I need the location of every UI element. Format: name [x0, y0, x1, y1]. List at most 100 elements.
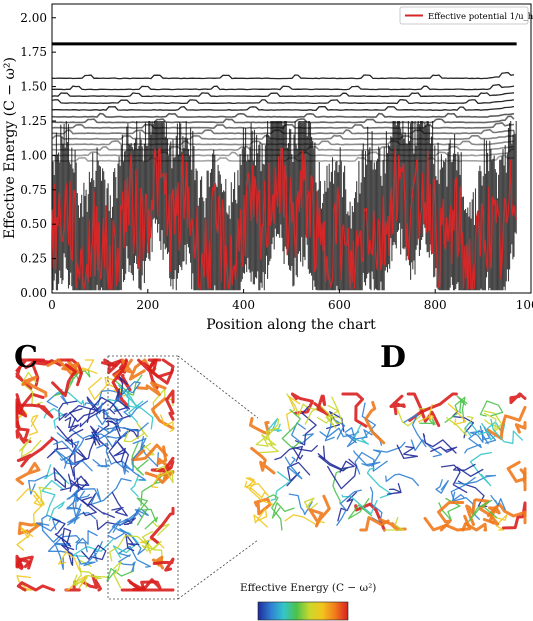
backbone-segment: [437, 500, 465, 532]
backbone-segment: [165, 389, 175, 421]
backbone-segment: [354, 451, 388, 475]
backbone-segment: [82, 574, 102, 592]
backbone-segment: [291, 422, 315, 444]
backbone-segment: [108, 376, 128, 415]
backbone-segment: [469, 451, 493, 487]
panel-c-structure: [15, 358, 175, 592]
x-tick-label: 200: [136, 298, 159, 312]
backbone-segment: [249, 417, 271, 436]
x-tick-label: 0: [48, 298, 56, 312]
band-line: [51, 83, 515, 91]
backbone-segment: [53, 467, 67, 489]
red-series-line: [51, 147, 518, 290]
backbone-segment: [16, 575, 33, 591]
backbone-segment: [378, 518, 407, 532]
backbone-segment: [72, 490, 86, 518]
backbone-segment: [465, 499, 477, 526]
backbone-segment: [267, 494, 283, 531]
zoom-indicator: [107, 355, 259, 600]
backbone-segment: [341, 494, 378, 515]
backbone-segment: [131, 578, 162, 592]
backbone-segment: [54, 448, 77, 466]
backbone-segment: [501, 501, 527, 530]
backbone-segment: [56, 358, 83, 387]
backbone-segment: [96, 442, 129, 473]
backbone-segment: [28, 474, 48, 495]
backbone-segment: [118, 545, 151, 568]
backbone-segment: [77, 359, 98, 374]
backbone-segment: [447, 403, 467, 426]
backbone-segment: [86, 493, 115, 519]
backbone-segment: [56, 388, 85, 407]
backbone-segment: [113, 381, 141, 404]
backbone-segment: [267, 418, 282, 433]
backbone-segment: [308, 494, 331, 528]
backbone-segment: [454, 474, 497, 485]
backbone-segment: [284, 514, 325, 526]
x-tick-label: 800: [424, 298, 447, 312]
backbone-segment: [336, 489, 362, 526]
backbone-segment: [288, 493, 313, 516]
backbone-segment: [386, 483, 402, 495]
backbone-segment: [43, 407, 64, 429]
backbone-segment: [125, 390, 144, 423]
backbone-segment: [274, 445, 303, 462]
backbone-segment: [72, 574, 102, 587]
band-line: [51, 92, 515, 98]
backbone-segment: [81, 544, 107, 561]
backbone-segment: [383, 516, 404, 531]
backbone-segment: [385, 473, 420, 487]
backbone-segment: [435, 479, 449, 494]
backbone-segment: [106, 430, 129, 440]
backbone-segment: [490, 514, 508, 531]
backbone-segment: [118, 554, 136, 572]
backbone-segment: [290, 392, 314, 415]
backbone-segment: [353, 424, 371, 445]
backbone-segment: [106, 378, 126, 397]
backbone-segment: [141, 540, 162, 553]
x-tick-label: 1000: [516, 298, 533, 312]
backbone-segment: [131, 441, 149, 476]
backbone-segment: [92, 435, 110, 450]
backbone-segment: [271, 502, 295, 519]
energy-plot: 0.00 0.25 0.50 0.75 1.00 1.25 1.50 1.75 2.00 0 20…: [2, 3, 533, 333]
backbone-segment: [111, 359, 130, 408]
backbone-segment: [444, 396, 466, 423]
colorbar: [257, 601, 349, 621]
backbone-segment: [244, 481, 269, 499]
x-tick-label: 600: [328, 298, 351, 312]
y-axis-label: Effective Energy (C − ω²): [2, 57, 18, 239]
backbone-segment: [366, 467, 393, 499]
backbone-segment: [64, 396, 123, 419]
zoom-connector-bottom: [177, 539, 259, 600]
band-line: [51, 105, 515, 111]
backbone-segment: [522, 467, 527, 492]
backbone-segment: [344, 427, 357, 448]
backbone-segment: [325, 404, 340, 429]
backbone-segment: [479, 400, 504, 417]
backbone-segment: [347, 498, 373, 520]
backbone-segment: [286, 395, 301, 432]
backbone-segment: [74, 567, 87, 588]
backbone-segment: [16, 581, 56, 592]
backbone-segment: [464, 429, 482, 454]
backbone-segment: [371, 441, 406, 467]
backbone-segment: [36, 518, 61, 532]
backbone-segment: [403, 413, 427, 448]
y-tick-label: 1.00: [20, 148, 47, 162]
backbone-segment: [112, 529, 139, 559]
backbone-segment: [389, 394, 406, 416]
backbone-segment: [68, 488, 102, 503]
backbone-segment: [123, 517, 136, 526]
backbone-segment: [28, 414, 39, 436]
backbone-segment: [78, 559, 108, 578]
backbone-segment: [15, 358, 36, 373]
backbone-segment: [506, 460, 527, 483]
backbone-segment: [160, 414, 174, 432]
backbone-segment: [15, 366, 33, 390]
backbone-segment: [258, 434, 279, 454]
backbone-segment: [320, 396, 343, 425]
backbone-segment: [130, 474, 147, 497]
backbone-segment: [483, 410, 503, 433]
backbone-segment: [125, 533, 140, 552]
